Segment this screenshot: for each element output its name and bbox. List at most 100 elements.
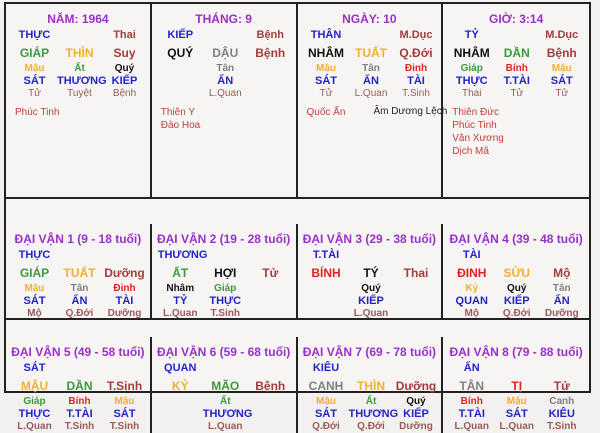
hidden-stem: Quý xyxy=(361,283,381,294)
growth-status: Mộ xyxy=(553,266,571,280)
hidden-god-row: KIẾP xyxy=(304,295,439,307)
hidden-god: TỶ xyxy=(173,295,188,307)
hidden-stem-row: Tân xyxy=(158,63,293,74)
growth-status: Q.Đới xyxy=(399,46,433,60)
god-row: THƯƠNG xyxy=(158,249,293,261)
hidden-status: T.Sinh xyxy=(109,421,140,432)
earthly-branch: THÌN xyxy=(65,46,94,60)
hidden-status: L.Quan xyxy=(499,421,534,432)
stars-list: Phúc Tinh xyxy=(15,106,59,119)
hidden-status-row: L.Quan T.Sinh xyxy=(158,308,293,319)
bazi-chart-grid: NĂM: 1964 THỰC Thai GIÁP THÌN Suy Mậu Ất Quý SÁT T… xyxy=(4,2,591,433)
god-row: QUAN xyxy=(158,362,293,374)
hidden-status: L.Quan xyxy=(17,421,52,432)
god-row: KIẾP Bệnh xyxy=(158,29,293,41)
hidden-status: Tử xyxy=(510,88,524,99)
hidden-stem: Đinh xyxy=(113,283,136,294)
hidden-stem: Tân xyxy=(552,283,571,294)
empty-slot xyxy=(248,63,293,74)
pillar-cell: THÁNG: 9 KIẾP Bệnh QUÝ DẬU Bệnh Tân ẤN L.Quan Thi… xyxy=(151,4,298,199)
star-item: Phúc Tinh xyxy=(452,120,497,131)
dai-van-cell: ĐẠI VẬN 7 (69 - 78 tuổi) KIÊU CANH THÌN Dưỡn… xyxy=(298,337,444,433)
heavenly-stem: ẤT xyxy=(172,266,189,280)
hidden-status: Bệnh xyxy=(112,88,137,99)
top-status xyxy=(248,249,293,261)
stem-branch-row: GIÁP THÌN Suy xyxy=(12,46,147,60)
hidden-god: THỰC xyxy=(18,408,51,420)
empty-slot xyxy=(248,88,293,99)
earthly-branch: TỊ xyxy=(511,379,523,393)
hidden-status: Tuyệt xyxy=(67,88,92,99)
top-status: Thai xyxy=(113,29,136,41)
stem-god: QUAN xyxy=(164,362,197,374)
hidden-stem: Mậu xyxy=(551,63,572,74)
hidden-stem-row: Bính Mậu Canh xyxy=(449,396,584,407)
top-status xyxy=(394,249,439,261)
hidden-stem: Tân xyxy=(216,63,235,74)
hidden-status: Dưỡng xyxy=(399,421,433,432)
empty-slot xyxy=(248,396,293,407)
growth-status: Bệnh xyxy=(255,46,286,60)
earthly-branch: DẦN xyxy=(66,379,93,393)
hidden-stem-row: Quý xyxy=(304,283,439,294)
empty-slot xyxy=(158,63,203,74)
empty-slot xyxy=(248,295,293,307)
earthly-branch: TUẤT xyxy=(355,46,387,60)
dai-van-cell: ĐẠI VẬN 3 (29 - 38 tuổi) T.TÀI BÍNH TÝ Thai Q… xyxy=(297,224,444,320)
dai-van-cell: ĐẠI VẬN 5 (49 - 58 tuổi) SÁT MẬU DẦN T.Sinh G… xyxy=(6,337,152,433)
spacer xyxy=(203,29,248,41)
top-status xyxy=(102,362,147,374)
hidden-stem: Mậu xyxy=(316,63,336,74)
stem-god: TÀI xyxy=(462,249,481,261)
hidden-god: THỰC xyxy=(209,295,242,307)
growth-status: Bệnh xyxy=(255,379,286,393)
cell-title: THÁNG: 9 xyxy=(195,12,252,26)
hidden-god-row: T.TÀI SÁT KIÊU xyxy=(449,408,584,420)
hidden-stem-row: Giáp Bính Mậu xyxy=(449,63,584,74)
hidden-status-row: L.Quan T.Sinh T.Sinh xyxy=(12,421,147,432)
god-row: TỶ M.Dục xyxy=(449,29,584,41)
empty-slot xyxy=(248,308,293,319)
spacer xyxy=(57,29,102,41)
god-row: THỰC Thai xyxy=(12,29,147,41)
stem-branch-row: QUÝ DẬU Bệnh xyxy=(158,46,293,60)
stem-branch-row: CANH THÌN Dưỡng xyxy=(304,379,439,393)
hidden-status: T.Sinh xyxy=(547,421,577,432)
spacer xyxy=(203,362,248,374)
empty-slot xyxy=(394,308,439,319)
hidden-stem: Bính xyxy=(505,63,528,74)
stem-god: THỰC xyxy=(18,249,51,261)
empty-slot xyxy=(394,295,439,307)
hidden-stem: Nhâm xyxy=(166,283,195,294)
empty-slot xyxy=(158,88,203,99)
hidden-status: Tử xyxy=(28,88,41,99)
hidden-status: L.Quan xyxy=(208,421,243,432)
earthly-branch: MÃO xyxy=(211,379,240,393)
hidden-god: KIÊU xyxy=(548,408,575,420)
hidden-status: Tử xyxy=(555,88,569,99)
hidden-god-row: QUAN KIẾP ẤN xyxy=(449,295,584,307)
growth-status: Dưỡng xyxy=(395,379,437,393)
stem-branch-row: BÍNH TÝ Thai xyxy=(304,266,439,280)
spacer xyxy=(203,249,248,261)
dai-van-cell: ĐẠI VẬN 6 (59 - 68 tuổi) QUAN KỶ MÃO Bệnh Ất T… xyxy=(152,337,298,433)
cell-title: GIỜ: 3:14 xyxy=(488,12,544,26)
stem-god: THÂN xyxy=(310,29,342,41)
cell-title: NGÀY: 10 xyxy=(342,12,397,26)
cell-title: ĐẠI VẬN 8 (79 - 88 tuổi) xyxy=(449,345,583,359)
hidden-status: Dưỡng xyxy=(107,308,142,319)
hidden-status: Tử xyxy=(319,88,333,99)
hidden-status: T.Sinh xyxy=(402,88,430,99)
cell-title: ĐẠI VẬN 2 (19 - 28 tuổi) xyxy=(156,232,291,246)
cell-title: ĐẠI VẬN 6 (59 - 68 tuổi) xyxy=(156,345,291,359)
growth-status: Suy xyxy=(113,46,136,60)
stem-god: TỶ xyxy=(464,29,479,41)
hidden-god: ẤN xyxy=(217,75,234,87)
dai-van-cell: ĐẠI VẬN 2 (19 - 28 tuổi) THƯƠNG ẤT HỢI Tử Nhâ… xyxy=(151,224,298,320)
stem-god: KIẾP xyxy=(167,29,194,41)
stem-god: T.TÀI xyxy=(312,249,340,261)
top-status xyxy=(539,249,584,261)
hidden-god-row: THỰC T.TÀI SÁT xyxy=(12,408,147,420)
hidden-stem: Giáp xyxy=(23,396,46,407)
heavenly-stem: QUÝ xyxy=(167,46,194,60)
